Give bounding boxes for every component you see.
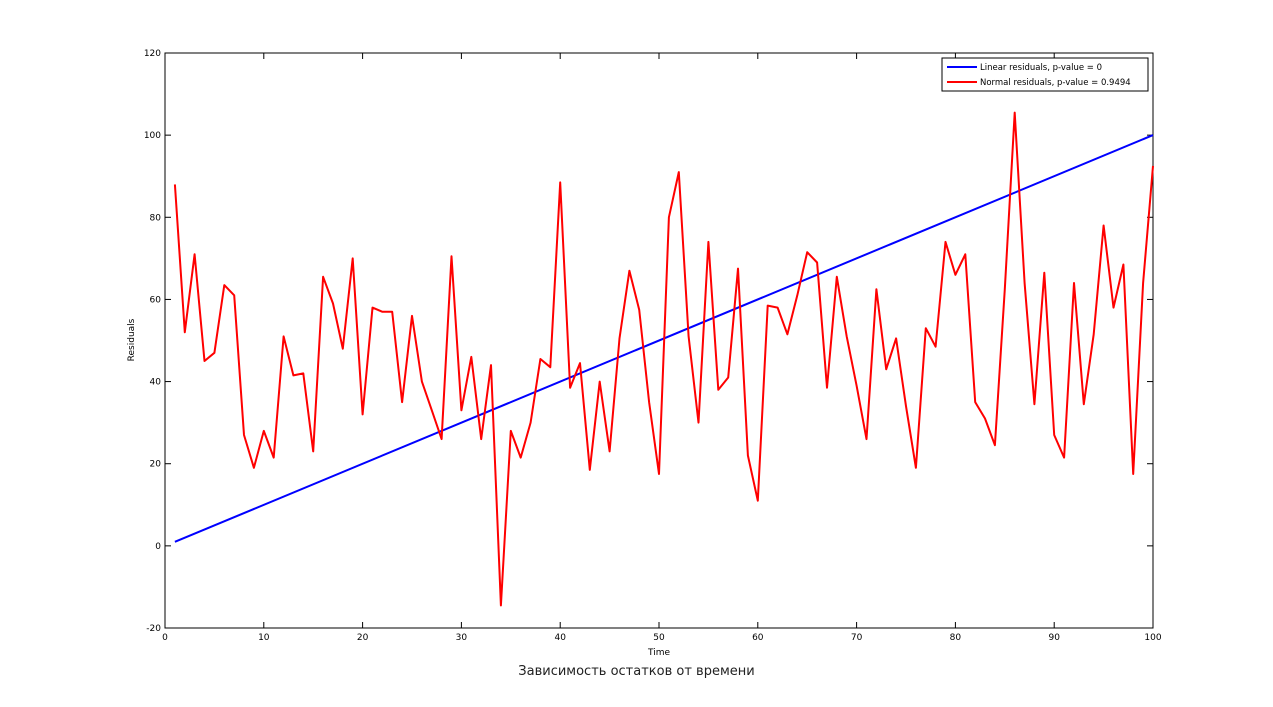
legend-box (941, 57, 1149, 92)
x-tick-label: 60 (752, 633, 764, 643)
y-tick-label: 40 (150, 378, 162, 388)
y-tick-label: 20 (150, 460, 162, 470)
x-axis-title: Time (647, 648, 670, 658)
x-tick-label: 50 (653, 633, 665, 643)
x-tick-label: 90 (1048, 633, 1060, 643)
legend: Linear residuals, p-value = 0 Normal res… (941, 57, 1149, 92)
y-tick-label: -20 (146, 624, 161, 634)
x-tick-label: 0 (162, 633, 168, 643)
y-tick-label: 0 (155, 542, 161, 552)
legend-label-normal: Normal residuals, p-value = 0.9494 (980, 78, 1131, 88)
chart-caption: Зависимость остатков от времени (518, 664, 755, 679)
x-tick-label: 100 (1144, 633, 1161, 643)
x-tick-label: 40 (554, 633, 566, 643)
x-tick-label: 10 (258, 633, 270, 643)
x-tick-label: 20 (357, 633, 369, 643)
series-line-normal (173, 111, 1154, 607)
x-tick-label: 30 (456, 633, 468, 643)
x-tick-label: 80 (950, 633, 962, 643)
legend-label-linear: Linear residuals, p-value = 0 (980, 63, 1102, 73)
y-axis-title: Residuals (127, 318, 137, 361)
series-layer (173, 111, 1154, 607)
y-tick-label: 60 (150, 295, 162, 305)
y-axis-ticks: -20 0 20 40 60 80 100 120 (144, 49, 1153, 634)
y-tick-label: 80 (150, 213, 162, 223)
x-axis-ticks: 0 10 20 30 40 50 60 70 80 90 100 (162, 53, 1162, 643)
x-tick-label: 70 (851, 633, 863, 643)
y-tick-label: 100 (144, 131, 161, 141)
y-tick-label: 120 (144, 49, 161, 59)
